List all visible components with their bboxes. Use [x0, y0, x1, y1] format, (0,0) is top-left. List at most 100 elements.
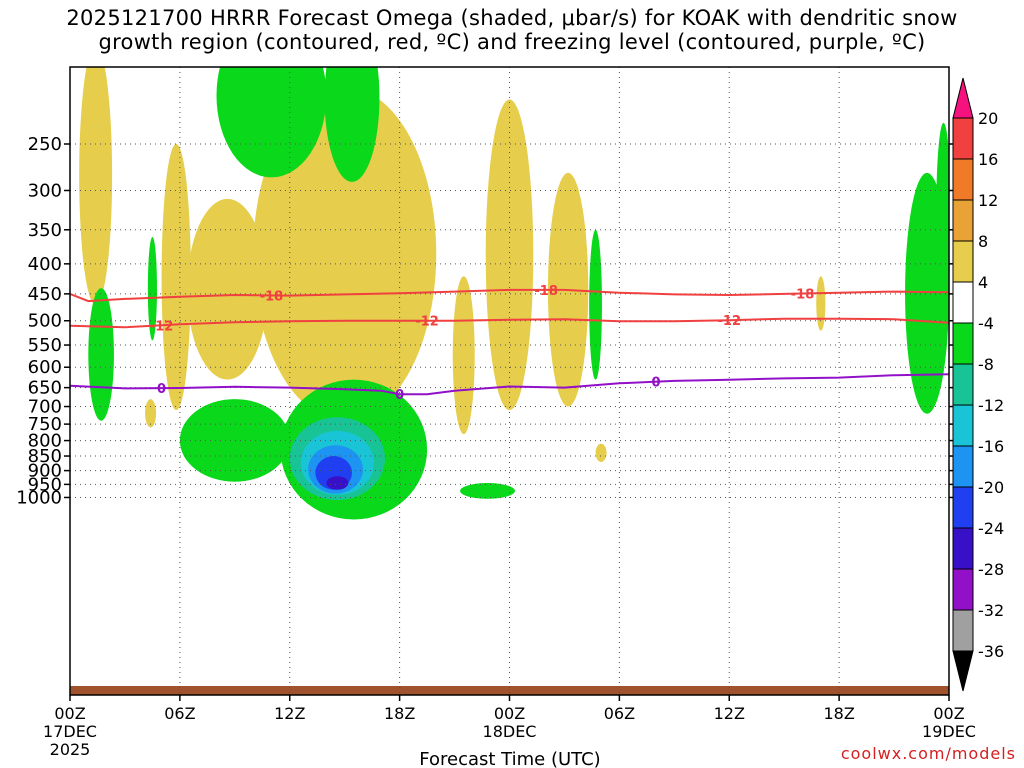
x-label-24: 00Z	[494, 704, 525, 723]
colorbar-swatch-8	[952, 445, 974, 488]
x-label-36: 12Z	[714, 704, 745, 723]
omega-cell-25	[179, 399, 290, 482]
x-label-6: 06Z	[164, 704, 195, 723]
colorbar-label-6: -8	[978, 355, 994, 374]
y-label-650: 650	[28, 378, 62, 399]
colorbar-swatch-3	[952, 240, 974, 283]
omega-cell-6	[187, 198, 268, 380]
y-label-550: 550	[28, 335, 62, 356]
y-label-750: 750	[28, 414, 62, 435]
omega-shading	[79, 67, 949, 520]
colorbar-label-7: -12	[978, 396, 1004, 415]
omega-cell-4	[253, 87, 437, 421]
contour-label-1-0: -12	[150, 319, 174, 334]
colorbar-label-2: 12	[978, 191, 998, 210]
omega-cell-28	[147, 236, 157, 341]
ground-strip	[70, 686, 949, 695]
chart-title: 2025121700 HRRR Forecast Omega (shaded, …	[0, 6, 1024, 54]
omega-cell-14	[79, 67, 113, 305]
contour-label-2-0: 0	[157, 382, 166, 397]
colorbar-swatch-2	[952, 199, 974, 242]
omega-cell-11	[485, 99, 534, 411]
contour-label-0-2: -18	[791, 287, 815, 302]
colorbar-swatch-11	[952, 568, 974, 611]
y-label-900: 900	[28, 461, 62, 482]
source-credit[interactable]: coolwx.com/models	[840, 744, 1016, 763]
x-sublabel-48: 19DEC	[922, 722, 976, 741]
contour-line-1	[70, 317, 949, 329]
colorbar-swatch-6	[952, 363, 974, 406]
contour-label-0-0: -18	[260, 289, 284, 304]
omega-cell-26	[216, 67, 327, 178]
x-label-30: 06Z	[604, 704, 635, 723]
title-line-1: 2025121700 HRRR Forecast Omega (shaded, …	[66, 6, 958, 30]
x-label-18: 18Z	[384, 704, 415, 723]
y-label-400: 400	[28, 254, 62, 275]
y-label-450: 450	[28, 284, 62, 305]
colorbar-label-13: -36	[978, 642, 1004, 661]
colorbar-swatch-12	[952, 609, 974, 652]
y-label-600: 600	[28, 357, 62, 378]
colorbar-top-arrow	[952, 77, 974, 119]
title-line-2: growth region (contoured, red, ºC) and f…	[98, 30, 926, 54]
colorbar-label-8: -16	[978, 437, 1004, 456]
x-sublabel-24: 18DEC	[483, 722, 537, 741]
colorbar-swatch-7	[952, 404, 974, 447]
contour-label-2-2: 0	[651, 376, 660, 391]
colorbar-label-4: 4	[978, 273, 988, 292]
omega-cell-24	[326, 476, 349, 490]
colorbar-label-0: 20	[978, 109, 998, 128]
colorbar-label-12: -32	[978, 601, 1004, 620]
colorbar: 20 16 12 8 4 -4 -8 -12 -16 -20 -24 -28 -32 -36	[952, 77, 1004, 692]
omega-cell-16	[816, 276, 826, 331]
omega-cell-29	[88, 288, 114, 421]
omega-cell-31	[589, 229, 602, 380]
y-label-300: 300	[28, 180, 62, 201]
colorbar-label-1: 16	[978, 150, 998, 169]
colorbar-swatch-10	[952, 527, 974, 570]
y-label-350: 350	[28, 220, 62, 241]
axes	[64, 66, 955, 701]
y-label-1000: 1000	[16, 487, 62, 508]
x-label-12: 12Z	[274, 704, 305, 723]
colorbar-label-3: 8	[978, 232, 988, 251]
colorbar-swatch-4	[952, 281, 974, 324]
contour-lines: -18 -18 -18 -12 -12 -12 0 0 0	[70, 284, 949, 403]
y-tick-labels: 2503003504004505005506006507007508008509…	[16, 134, 62, 508]
y-label-950: 950	[28, 474, 62, 495]
colorbar-swatch-1	[952, 158, 974, 201]
colorbar-label-9: -20	[978, 478, 1004, 497]
y-label-850: 850	[28, 446, 62, 467]
x-sublabel2-0: 2025	[50, 740, 91, 759]
x-sublabel-0: 17DEC	[43, 722, 97, 741]
contour-label-2-1: 0	[395, 388, 404, 403]
omega-cell-18	[145, 399, 157, 428]
contour-line-2	[70, 373, 949, 396]
y-label-700: 700	[28, 397, 62, 418]
colorbar-label-5: -4	[978, 314, 994, 333]
colorbar-swatch-5	[952, 322, 974, 365]
x-label-42: 18Z	[823, 704, 854, 723]
omega-cell-27	[324, 67, 380, 182]
omega-cell-30	[460, 483, 515, 499]
x-axis-label: Forecast Time (UTC)	[419, 749, 600, 768]
contour-line-0	[70, 288, 949, 303]
colorbar-bottom-arrow	[952, 650, 974, 692]
omega-cell-33	[936, 122, 949, 305]
y-label-250: 250	[28, 134, 62, 155]
colorbar-label-10: -24	[978, 519, 1004, 538]
colorbar-swatch-9	[952, 486, 974, 529]
colorbar-swatch-0	[952, 117, 974, 160]
y-label-800: 800	[28, 431, 62, 452]
x-label-0: 00Z	[54, 704, 85, 723]
y-label-500: 500	[28, 311, 62, 332]
omega-cell-9	[161, 144, 191, 411]
contour-label-0-1: -18	[534, 284, 558, 299]
omega-cell-17	[595, 443, 607, 462]
omega-cell-15	[452, 276, 475, 435]
x-label-48: 00Z	[933, 704, 964, 723]
colorbar-label-11: -28	[978, 560, 1004, 579]
ground-bar	[70, 686, 949, 695]
